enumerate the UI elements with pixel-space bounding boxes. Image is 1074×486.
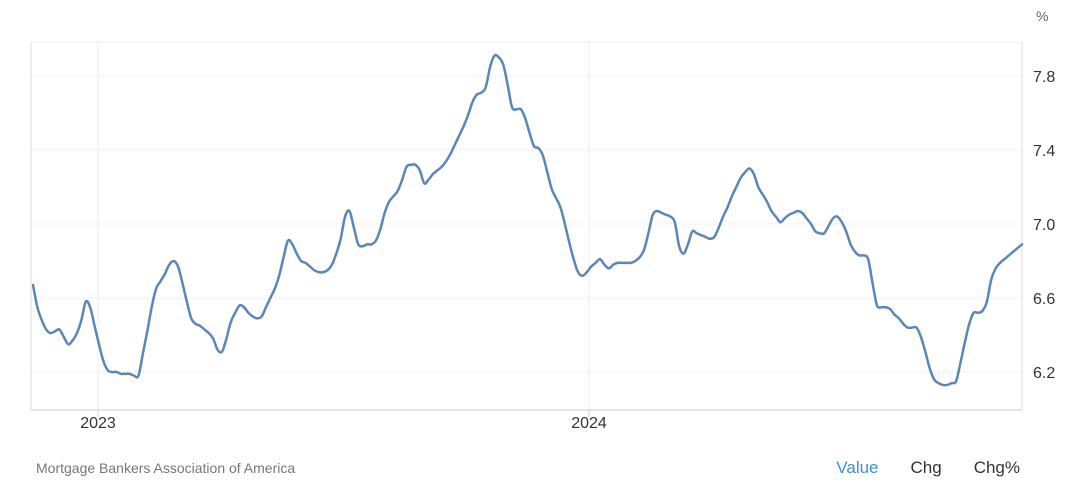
axes — [30, 42, 1023, 418]
y-tick-label: 6.6 — [1033, 291, 1055, 308]
y-tick-label: 6.2 — [1033, 365, 1055, 382]
y-axis-unit-label: % — [1036, 8, 1048, 24]
source-label: Mortgage Bankers Association of America — [36, 460, 296, 476]
x-axis-tick-labels: 2023 2024 — [80, 415, 607, 432]
mode-chg-button[interactable]: Chg — [910, 458, 942, 477]
y-axis-tick-labels: 6.2 6.6 7.0 7.4 7.8 — [1033, 69, 1055, 382]
chart: 6.2 6.6 7.0 7.4 7.8 2023 2024 % — [30, 8, 1055, 432]
mode-chg-percent-button[interactable]: Chg% — [973, 458, 1020, 477]
display-mode-toggle: Value Chg Chg% — [836, 458, 1020, 478]
y-tick-label: 7.8 — [1033, 69, 1055, 86]
y-tick-label: 7.0 — [1033, 217, 1055, 234]
data-series[interactable] — [31, 53, 1024, 387]
y-tick-label: 7.4 — [1033, 143, 1055, 160]
series-line[interactable] — [31, 53, 1024, 387]
chart-footer: Mortgage Bankers Association of America … — [0, 452, 1074, 486]
x-tick-label: 2024 — [571, 415, 607, 432]
gridlines — [31, 41, 1022, 410]
mode-value-button[interactable]: Value — [836, 458, 879, 477]
x-tick-label: 2023 — [80, 415, 116, 432]
